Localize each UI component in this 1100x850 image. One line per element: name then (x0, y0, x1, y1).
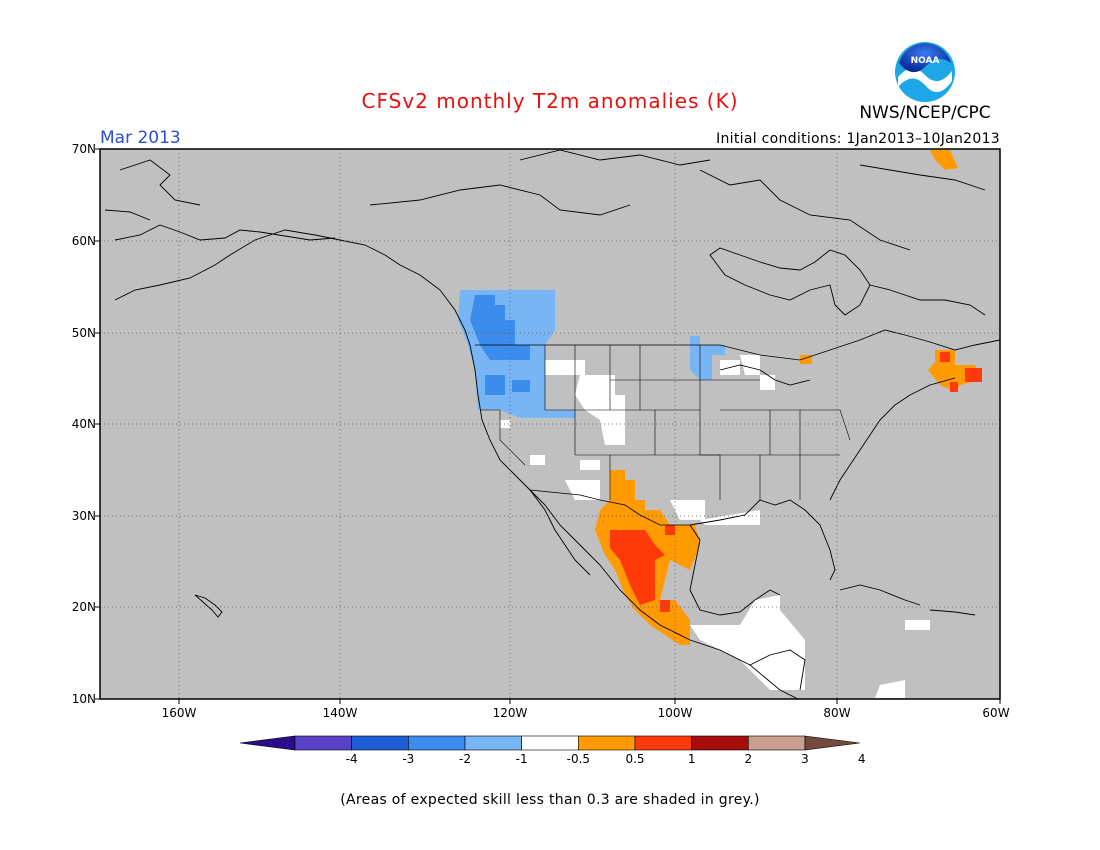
colorbar-label: 3 (801, 752, 809, 766)
lon-label: 80W (823, 706, 851, 720)
chart-title: CFSv2 monthly T2m anomalies (K) (361, 89, 739, 113)
colorbar-label: -3 (402, 752, 415, 766)
lon-label: 100W (657, 706, 693, 720)
anomaly-shading (458, 150, 982, 698)
colorbar-segment (748, 735, 806, 751)
coastlines (104, 149, 1000, 699)
colorbar-segment (521, 735, 579, 751)
colorbar-label: -2 (459, 752, 471, 766)
colorbar-label: 1 (687, 752, 696, 766)
colorbar-segment (408, 735, 466, 751)
colorbar-label: 2 (744, 752, 753, 766)
lon-label: 60W (982, 706, 1010, 720)
colorbar-segment (351, 735, 409, 751)
svg-text:NOAA: NOAA (911, 56, 940, 66)
colorbar-end-high (804, 735, 861, 751)
colorbar-label: -1 (515, 752, 528, 766)
lat-label: 10N (71, 692, 96, 706)
colorbar-segment (634, 735, 692, 751)
lon-label: 160W (161, 706, 197, 720)
colorbar-label: -4 (345, 752, 358, 766)
lat-label: 40N (71, 417, 96, 431)
lat-label: 20N (71, 600, 96, 614)
colorbar-segment (691, 735, 749, 751)
initial-conditions: Initial conditions: 1Jan2013–10Jan2013 (716, 131, 1000, 147)
lat-label: 30N (71, 509, 96, 523)
lat-label: 70N (71, 142, 96, 156)
colorbar-label: -0.5 (566, 752, 591, 766)
lon-label: 140W (322, 706, 358, 720)
map-ticks (95, 148, 1001, 704)
lon-label: 120W (492, 706, 528, 720)
colorbar-label: 0.5 (625, 752, 645, 766)
agency-label: NWS/NCEP/CPC (859, 103, 991, 123)
colorbar-segment (464, 735, 522, 751)
colorbar-end-low (239, 735, 296, 751)
colorbar-label: 4 (857, 752, 866, 766)
colorbar-segment (578, 735, 636, 751)
skill-footnote: (Areas of expected skill less than 0.3 a… (340, 792, 760, 808)
map-background (100, 149, 1000, 699)
colorbar-segment (294, 735, 352, 751)
lat-label: 60N (71, 234, 96, 248)
lat-label: 50N (71, 326, 96, 340)
forecast-month: Mar 2013 (100, 128, 181, 148)
noaa-logo: NOAA (895, 42, 955, 102)
